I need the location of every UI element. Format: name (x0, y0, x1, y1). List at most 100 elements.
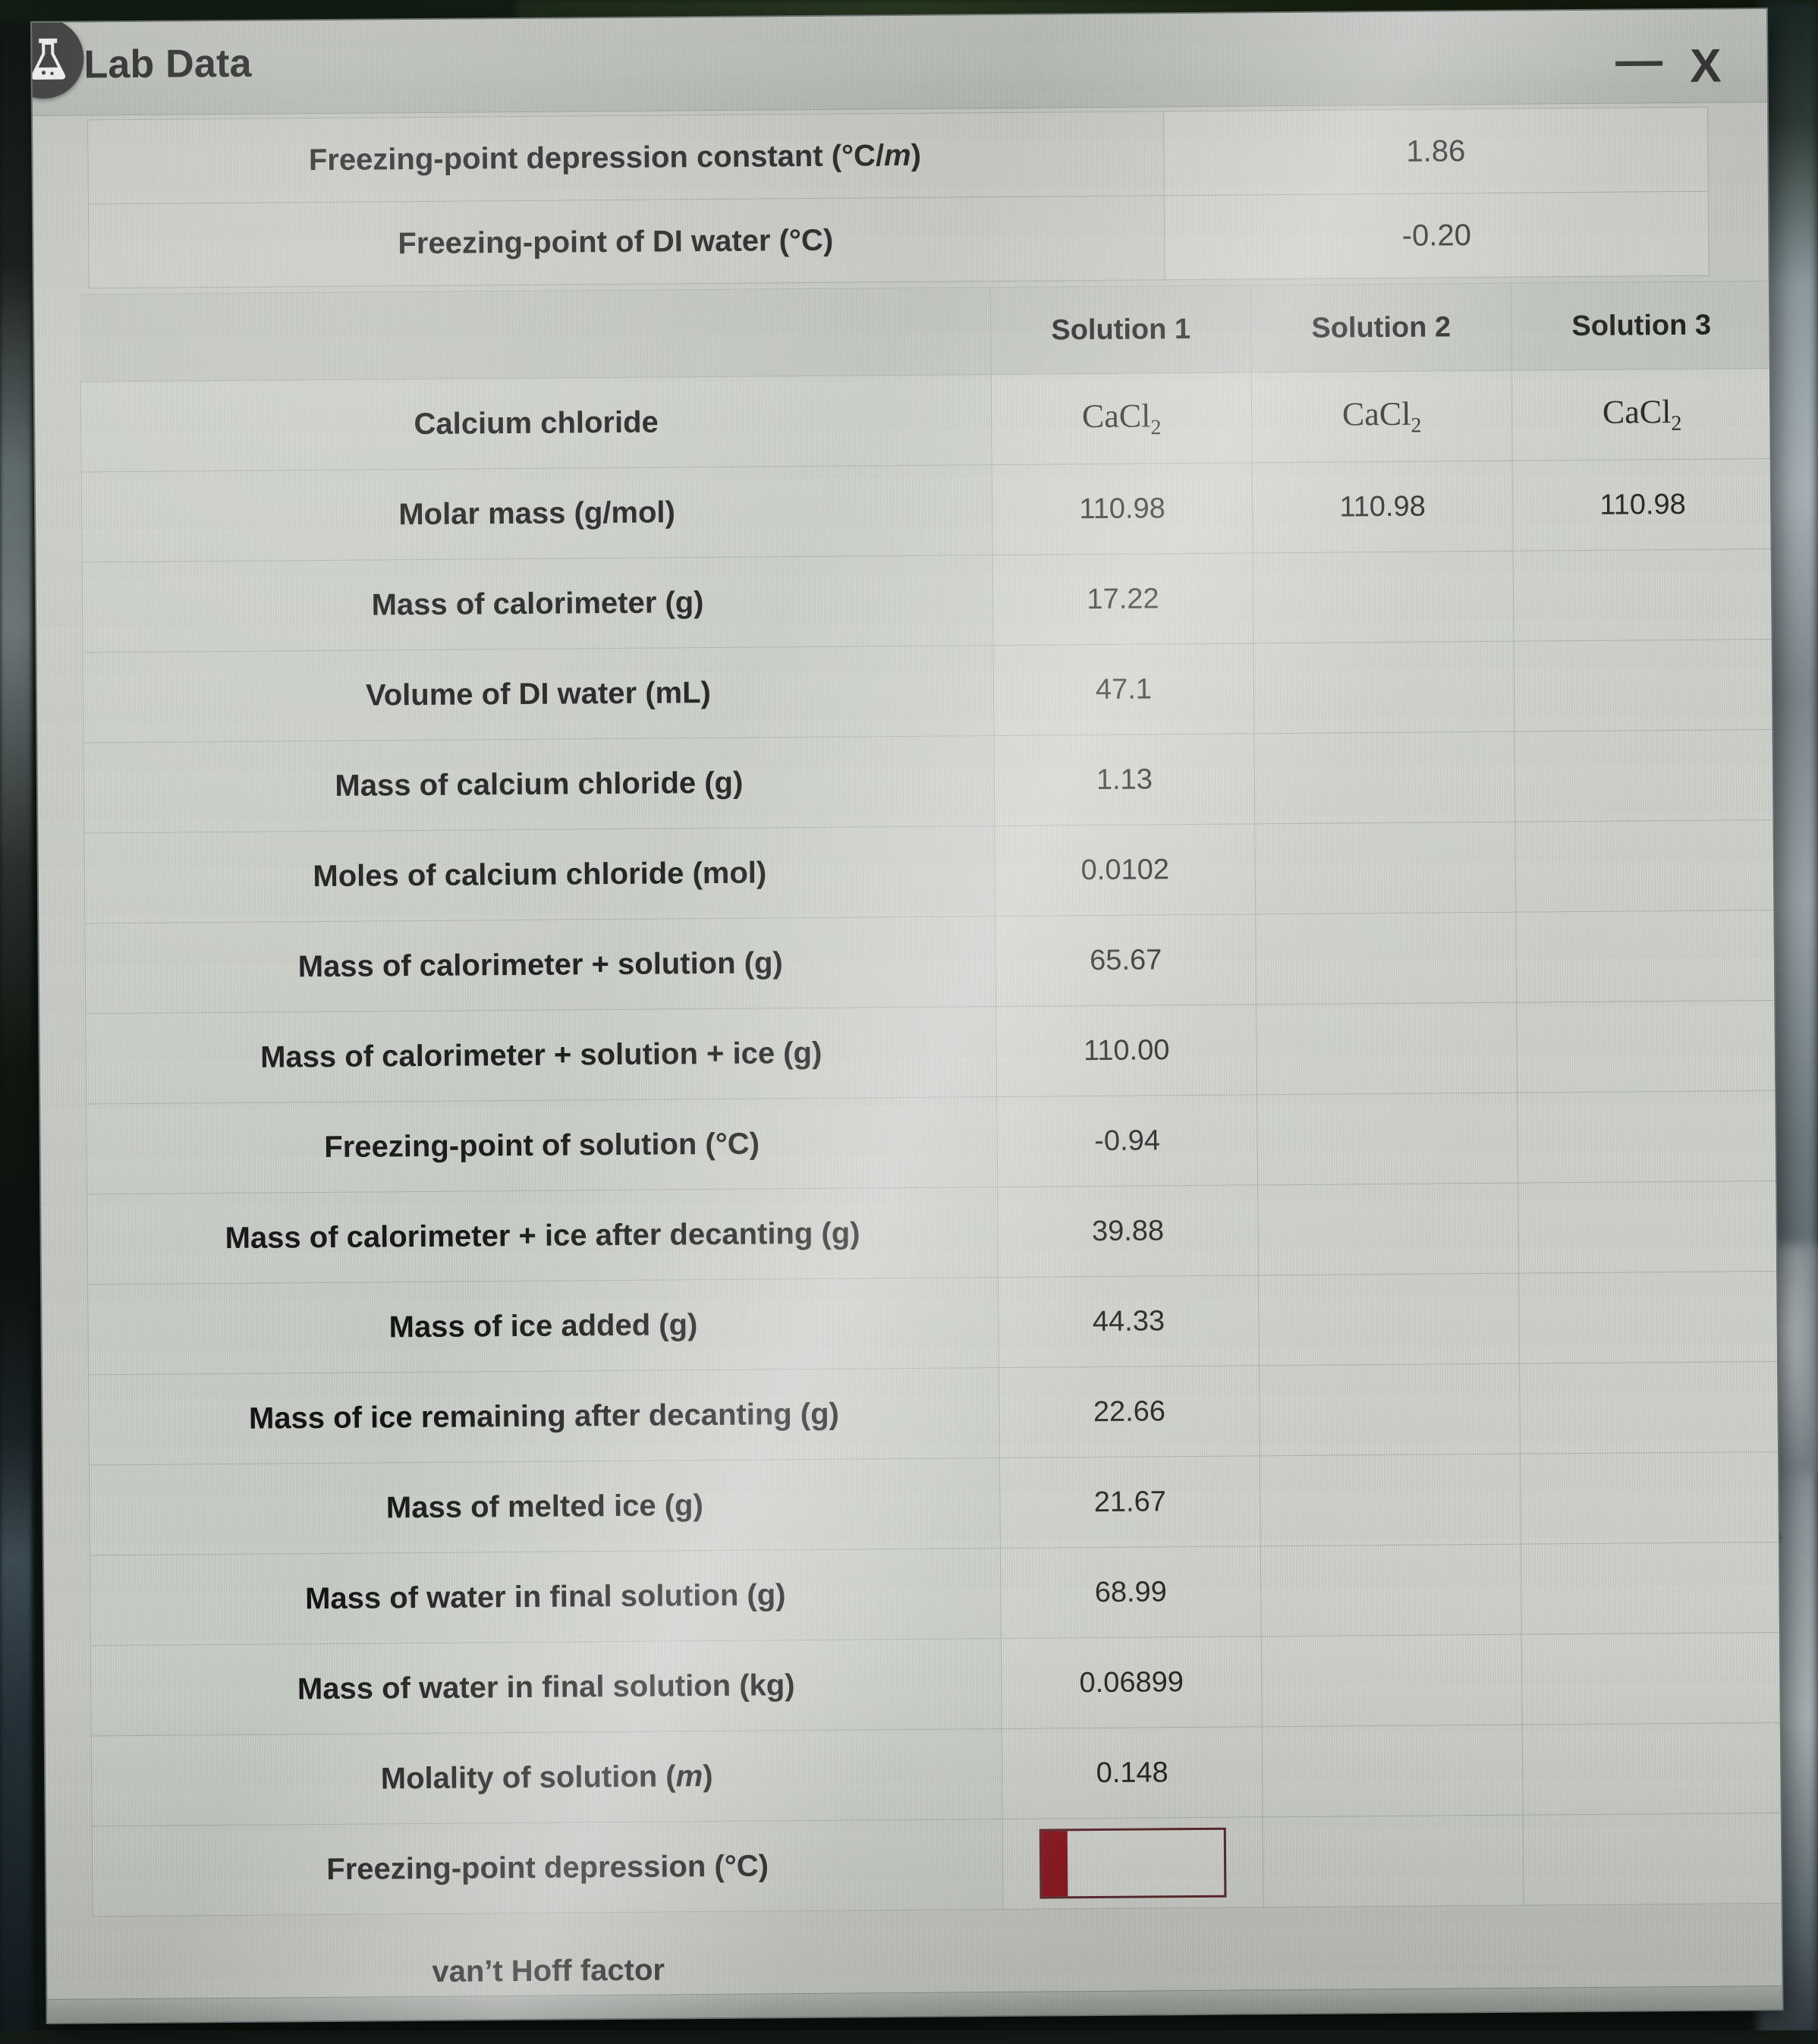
table-row: Mass of calorimeter + ice after decantin… (86, 1181, 1779, 1285)
page-title: Lab Data (83, 41, 252, 87)
row-label-mass-of-ice-added: Mass of ice added (g) (87, 1277, 999, 1375)
row-label-mass-of-calorimeter: Mass of calorimeter (g) (82, 555, 993, 653)
cell-mass-of-calorimeter-s2 (1253, 551, 1514, 643)
constant-label-kf: Freezing-point depression constant (°C/m… (87, 111, 1165, 204)
unit-molal-italic: m (883, 138, 911, 172)
cell-freezing-point-depression-s3[interactable] (1523, 1813, 1782, 1906)
row-label-mass-of-melted-ice: Mass of melted ice (g) (89, 1458, 1001, 1555)
cell-water-final-solution-g-s1: 68.99 (1000, 1546, 1262, 1639)
cell-mass-of-ice-added-s3 (1518, 1271, 1780, 1364)
column-header-solution-1: Solution 1 (990, 285, 1252, 375)
unit-molal-italic: m (675, 1759, 703, 1793)
cell-moles-calcium-chloride-s3 (1514, 819, 1776, 913)
cell-molar-mass-s1: 110.98 (992, 462, 1253, 555)
cell-calcium-chloride-s2: CaCl2 (1251, 370, 1513, 463)
window-controls: — X (1615, 34, 1722, 93)
cell-calorimeter-solution-ice-s2 (1256, 1002, 1518, 1095)
table-header-row: Solution 1 Solution 2 Solution 3 (80, 281, 1772, 382)
cell-moles-calcium-chloride-s1: 0.0102 (994, 823, 1256, 917)
cell-molar-mass-s2: 110.98 (1252, 461, 1514, 553)
column-header-blank (80, 287, 992, 382)
row-label-mass-calcium-chloride: Mass of calcium chloride (g) (83, 735, 995, 833)
cell-mass-of-melted-ice-s2 (1260, 1454, 1521, 1546)
cell-water-final-solution-kg-s1: 0.06899 (1001, 1636, 1263, 1729)
cell-molality-of-solution-s1: 0.148 (1002, 1726, 1263, 1819)
table-row: Mass of calcium chloride (g) 1.13 (83, 729, 1776, 833)
cell-mass-of-ice-added-s2 (1258, 1273, 1520, 1366)
constant-label-fp-di-water: Freezing-point of DI water (°C) (88, 195, 1165, 288)
cell-water-final-solution-g-s2 (1260, 1544, 1522, 1637)
cell-calorimeter-ice-after-decanting-s1: 39.88 (997, 1184, 1259, 1278)
table-row: Moles of calcium chloride (mol) 0.0102 (83, 819, 1776, 923)
lab-data-window: Lab Data — X Freezing-point depression c… (32, 9, 1782, 2023)
cell-calcium-chloride-s1: CaCl2 (991, 372, 1253, 465)
row-label-volume-di-water: Volume of DI water (mL) (83, 645, 994, 743)
cell-calorimeter-ice-after-decanting-s3 (1518, 1181, 1779, 1274)
close-icon[interactable]: X (1689, 39, 1722, 93)
backdrop-bottom-band (0, 2030, 1818, 2044)
row-label-calorimeter-plus-solution: Mass of calorimeter + solution (g) (84, 916, 996, 1014)
table-row: Mass of calorimeter + solution (g) 65.67 (84, 910, 1777, 1014)
window-titlebar: Lab Data — X (32, 9, 1767, 116)
cell-mass-of-calorimeter-s3 (1513, 549, 1774, 642)
table-row: Molar mass (g/mol) 110.98 110.98 110.98 (81, 458, 1774, 563)
cell-freezing-point-solution-s3 (1517, 1090, 1779, 1184)
table-row: Freezing-point of solution (°C) -0.94 (86, 1090, 1779, 1194)
cell-molality-of-solution-s2 (1262, 1725, 1524, 1817)
cell-moles-calcium-chloride-s2 (1254, 822, 1516, 914)
constant-value-kf: 1.86 (1163, 107, 1709, 196)
cell-water-final-solution-kg-s3 (1521, 1632, 1782, 1725)
row-label-calorimeter-ice-after-decanting: Mass of calorimeter + ice after decantin… (86, 1187, 999, 1285)
table-row: Freezing-point depression (°C) (92, 1813, 1782, 1917)
row-label-ice-remaining-after-decanting: Mass of ice remaining after decanting (g… (88, 1367, 1000, 1465)
table-row: Freezing-point depression constant (°C/m… (87, 107, 1709, 204)
cell-freezing-point-solution-s2 (1257, 1093, 1518, 1185)
cell-calorimeter-solution-ice-s1: 110.00 (995, 1004, 1257, 1097)
cell-molality-of-solution-s3 (1522, 1722, 1782, 1816)
cell-freezing-point-depression-s1[interactable] (1002, 1816, 1264, 1910)
cell-calorimeter-solution-ice-s3 (1516, 1000, 1778, 1093)
cell-calcium-chloride-s3: CaCl2 (1511, 368, 1773, 461)
cell-freezing-point-depression-s2[interactable] (1263, 1815, 1524, 1907)
constant-value-fp-di-water: -0.20 (1164, 191, 1709, 280)
minimize-icon[interactable]: — (1615, 34, 1663, 87)
cell-mass-of-melted-ice-s1: 21.67 (999, 1455, 1261, 1549)
cell-freezing-point-solution-s1: -0.94 (996, 1094, 1258, 1187)
cell-ice-remaining-after-decanting-s1: 22.66 (999, 1365, 1260, 1458)
row-label-water-final-solution-g: Mass of water in final solution (g) (90, 1548, 1002, 1646)
row-label-calorimeter-solution-ice: Mass of calorimeter + solution + ice (g) (85, 1006, 997, 1104)
cell-volume-di-water-s1: 47.1 (992, 643, 1254, 736)
table-row: Mass of water in final solution (g) 68.9… (90, 1542, 1782, 1646)
cell-mass-of-ice-added-s1: 44.33 (998, 1275, 1260, 1368)
row-label-water-final-solution-kg: Mass of water in final solution (kg) (90, 1638, 1002, 1736)
cell-calorimeter-plus-solution-s2 (1255, 912, 1517, 1005)
table-row: Mass of melted ice (g) 21.67 (89, 1451, 1782, 1555)
constants-table: Freezing-point depression constant (°C/m… (87, 107, 1709, 289)
cell-volume-di-water-s3 (1513, 639, 1775, 732)
cell-water-final-solution-kg-s2 (1261, 1634, 1523, 1727)
cell-ice-remaining-after-decanting-s2 (1259, 1363, 1521, 1456)
table-row: Calcium chloride CaCl2 CaCl2 CaCl2 (80, 368, 1773, 473)
column-header-solution-2: Solution 2 (1250, 283, 1512, 373)
cell-mass-calcium-chloride-s2 (1253, 731, 1515, 824)
cell-water-final-solution-g-s3 (1521, 1542, 1782, 1635)
table-row: Mass of ice remaining after decanting (g… (88, 1361, 1781, 1465)
cell-ice-remaining-after-decanting-s3 (1519, 1361, 1781, 1454)
text-caret (1041, 1831, 1068, 1897)
row-label-freezing-point-solution: Freezing-point of solution (°C) (86, 1096, 998, 1194)
table-row: Mass of ice added (g) 44.33 (87, 1271, 1780, 1375)
table-row: Freezing-point of DI water (°C) -0.20 (88, 191, 1709, 288)
table-row: Mass of calorimeter (g) 17.22 (82, 549, 1774, 653)
row-label-molality-of-solution: Molality of solution (m) (91, 1728, 1003, 1826)
freezing-point-depression-input[interactable] (1039, 1827, 1227, 1899)
column-header-solution-3: Solution 3 (1511, 281, 1772, 371)
flask-icon (32, 17, 84, 99)
cell-volume-di-water-s2 (1253, 641, 1514, 734)
cell-mass-calcium-chloride-s3 (1514, 729, 1776, 822)
cell-mass-of-melted-ice-s3 (1520, 1451, 1782, 1545)
row-label-moles-calcium-chloride: Moles of calcium chloride (mol) (83, 825, 995, 923)
table-row: Mass of calorimeter + solution + ice (g)… (85, 1000, 1778, 1104)
table-row: Mass of water in final solution (kg) 0.0… (90, 1632, 1782, 1736)
row-label-molar-mass: Molar mass (g/mol) (81, 464, 993, 563)
table-row: Volume of DI water (mL) 47.1 (83, 639, 1775, 743)
